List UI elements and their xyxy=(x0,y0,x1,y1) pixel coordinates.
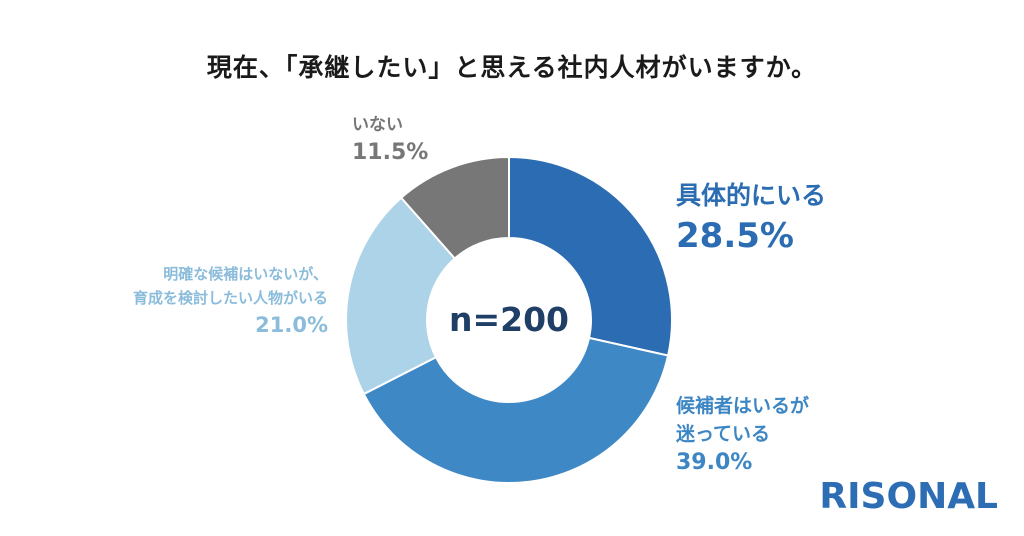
risonal-logo: RISONAL xyxy=(819,476,998,517)
slice-specific xyxy=(508,155,673,357)
label-specific-value: 28.5% xyxy=(676,216,794,256)
label-none: いない 11.5% xyxy=(352,112,428,168)
label-candidate-value: 39.0% xyxy=(676,450,753,475)
label-developing: 明確な候補はいないが、 育成を検討したい人物がいる 21.0% xyxy=(133,262,328,340)
slice-none xyxy=(399,155,510,260)
label-candidate-name-line2: 迷っている xyxy=(676,423,771,445)
label-none-name: いない xyxy=(352,115,403,135)
label-candidate-name-line1: 候補者はいるが xyxy=(676,395,810,417)
chart-title: 現在、「承継したい」と思える社内人材がいますか。 xyxy=(206,53,818,82)
label-developing-name-line1: 明確な候補はいないが、 xyxy=(163,265,328,283)
sample-size-label: n=200 xyxy=(448,300,570,339)
label-developing-name-line2: 育成を検討したい人物がいる xyxy=(132,289,328,307)
label-specific: 具体的にいる 28.5% xyxy=(676,178,826,258)
label-none-value: 11.5% xyxy=(352,140,429,165)
slice-developing xyxy=(345,196,457,396)
label-specific-name: 具体的にいる xyxy=(676,181,827,210)
label-candidate: 候補者はいるが 迷っている 39.0% xyxy=(676,392,809,478)
slice-candidate xyxy=(362,336,670,484)
label-developing-value: 21.0% xyxy=(255,313,328,337)
